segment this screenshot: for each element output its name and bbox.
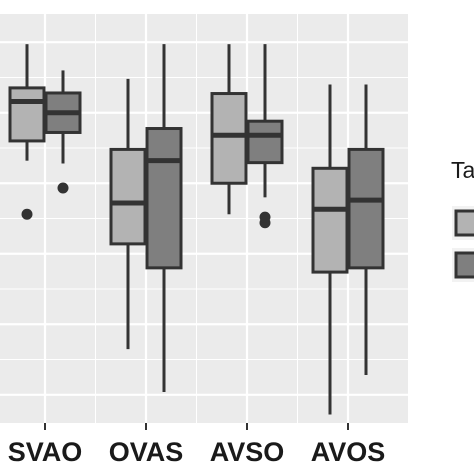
box-avso-1	[210, 44, 248, 215]
box-svao-1	[8, 44, 46, 220]
box-iqr	[8, 86, 46, 143]
box-groups	[8, 44, 385, 415]
legend-title: Ta	[451, 157, 474, 183]
box-iqr	[246, 119, 284, 165]
box-iqr	[347, 147, 385, 270]
x-axis-ticks: SVAO OVAS AVSO AVOS	[8, 423, 386, 467]
grid-lines	[0, 14, 408, 423]
legend-key-2	[452, 248, 474, 282]
box-avos-2	[347, 84, 385, 376]
outlier-point	[21, 208, 33, 220]
x-tick-label: OVAS	[109, 437, 184, 467]
box-iqr	[145, 127, 183, 270]
legend-key-1	[452, 206, 474, 240]
outlier-point	[57, 182, 69, 194]
box-ovas-1	[109, 78, 147, 350]
x-tick-label: AVOS	[311, 437, 386, 467]
box-avos-1	[311, 84, 349, 415]
box-iqr	[109, 147, 147, 246]
legend: Ta	[451, 157, 474, 282]
box-svao-2	[44, 70, 82, 194]
box-ovas-2	[145, 44, 183, 392]
legend-key-swatch	[454, 209, 474, 237]
box-iqr	[311, 166, 349, 274]
legend-key-swatch	[454, 251, 474, 279]
outlier-point	[259, 211, 271, 223]
x-tick-label: AVSO	[210, 437, 285, 467]
x-tick-label: SVAO	[8, 437, 83, 467]
box-avso-2	[246, 44, 284, 229]
box-iqr	[210, 92, 248, 185]
